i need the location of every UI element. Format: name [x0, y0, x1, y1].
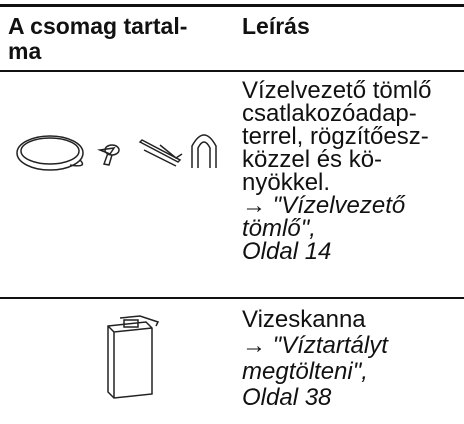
reference-line: megtölteni",: [242, 358, 368, 385]
header-cell: Leírás: [242, 14, 310, 39]
canister-icon: [107, 315, 160, 399]
text-line: terrel, rögzítőesz-: [242, 123, 429, 150]
header-text: ma: [8, 38, 42, 64]
text-line: közzel és kö-: [242, 146, 383, 173]
header-cell: A csomag tartal- ma: [8, 14, 187, 64]
reference-line: → "Vízelvezető: [242, 192, 406, 219]
text-line: nyökkel.: [242, 169, 331, 196]
header-text: A csomag tartal-: [8, 13, 188, 39]
package-icons: [16, 134, 217, 171]
reference-line: Oldal 38: [242, 384, 332, 411]
text-line: csatlakozóadap-: [242, 100, 417, 127]
top-rule: [0, 4, 464, 7]
description-cell: Vizeskanna → "Víztartályt megtölteni", O…: [242, 307, 388, 411]
header-rule: [0, 70, 464, 72]
header-text: Leírás: [242, 13, 310, 39]
text-line: Vízelvezető tömlő: [242, 77, 432, 104]
text-line: Vizeskanna: [242, 306, 366, 333]
reference-line: → "Víztartályt: [242, 332, 388, 359]
row-rule: [0, 297, 464, 299]
reference-line: tömlő",: [242, 215, 316, 242]
description-cell: Vízelvezető tömlő csatlakozóadap- terrel…: [242, 77, 432, 265]
reference-line: Oldal 14: [242, 238, 332, 265]
